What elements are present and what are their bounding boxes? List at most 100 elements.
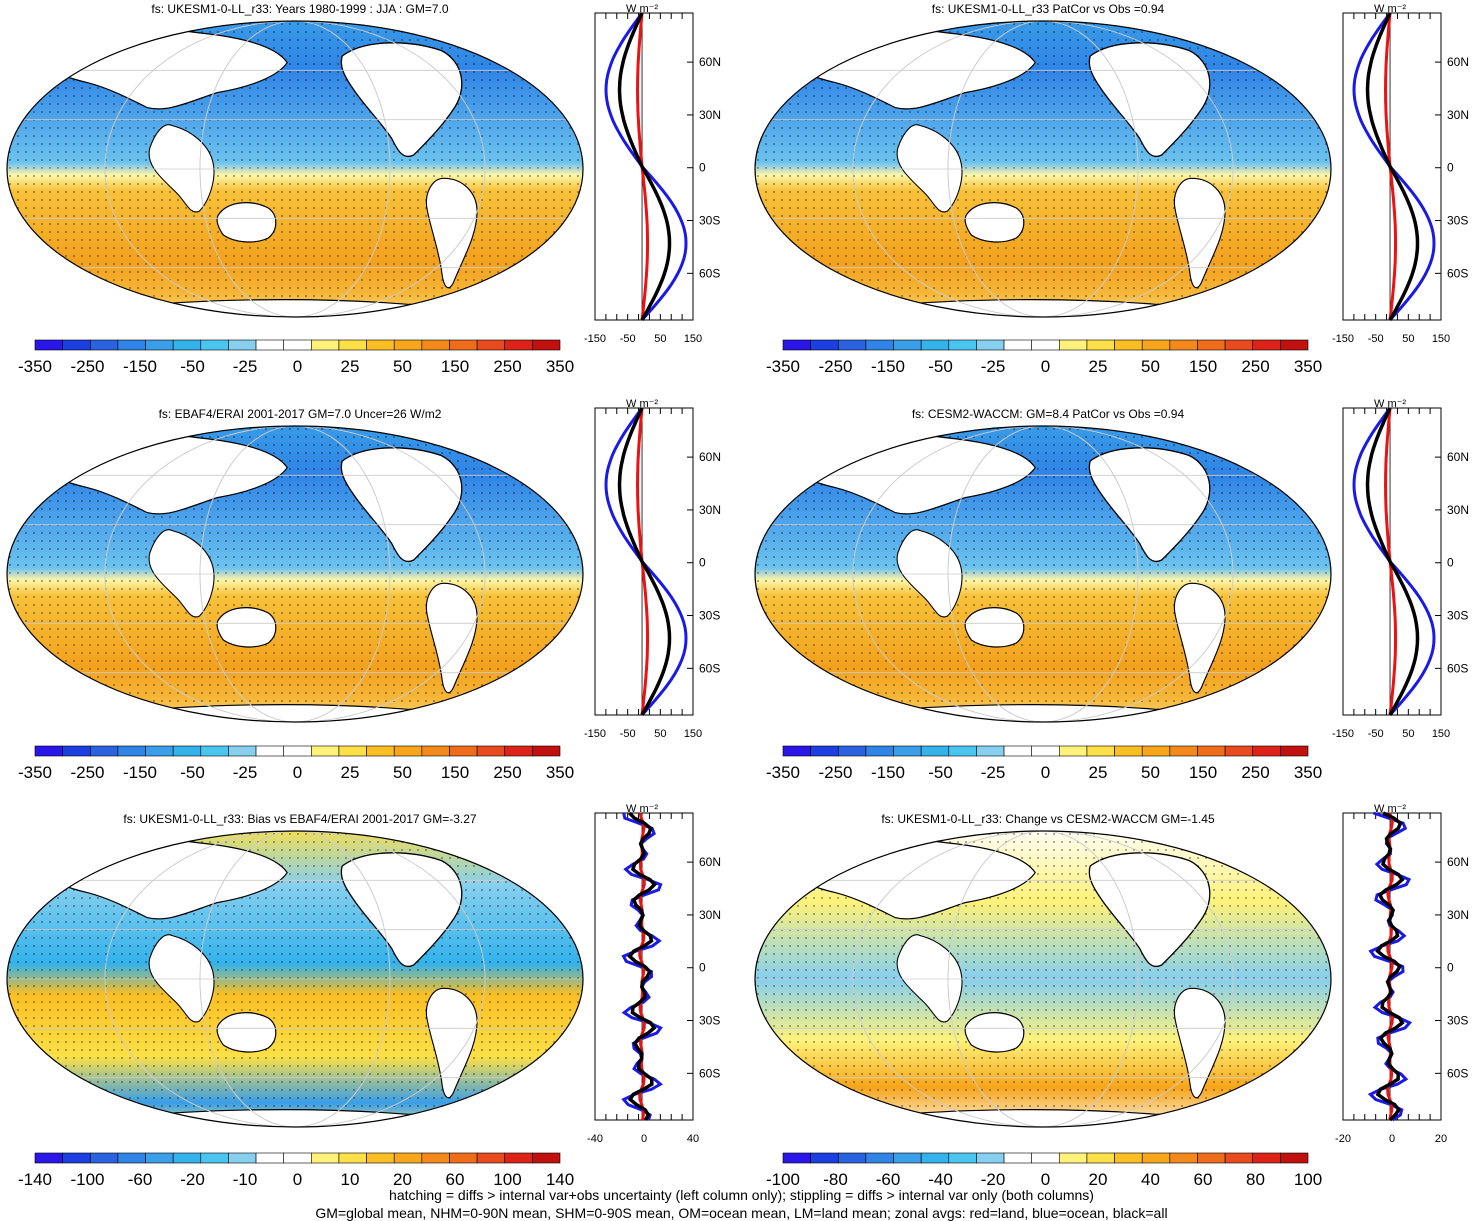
colorbar-swatch [421,1152,450,1164]
colorbar-swatch [200,1152,229,1164]
colorbar-label: 0 [293,357,302,376]
colorbar-label: -25 [233,357,258,376]
colorbar-1: -350 -250 -150 -50 -25 0 25 50 150 250 350 [18,339,574,376]
units-label: W m⁻² [626,3,658,15]
latitude-label: 30N [699,108,721,122]
colorbar-swatch [1280,339,1309,351]
colorbar-label: -60 [876,1170,901,1189]
latitude-label: 30S [699,1014,720,1028]
colorbar-label: -150 [871,763,905,782]
colorbar-label: -20 [981,1170,1006,1189]
colorbar-swatch [228,1152,257,1164]
colorbar-swatch [449,745,478,757]
latitude-label: 30N [1447,108,1469,122]
colorbar-label: 25 [1089,357,1108,376]
colorbar-label: 250 [493,357,521,376]
panel-title-1: fs: UKESM1-0-LL_r33: Years 1980-1999 : J… [151,2,449,16]
colorbar-swatch [338,339,367,351]
colorbar-label: -250 [70,357,104,376]
colorbar-swatch [338,1152,367,1164]
continent-africa [896,529,963,618]
colorbar-swatch [1224,745,1254,757]
colorbar-swatch [89,745,119,757]
map-panel-2 [754,20,1332,318]
colorbar-4: -350 -250 -150 -50 -25 0 25 50 150 250 350 [766,745,1322,782]
colorbar-swatch [1086,339,1115,351]
continent-south-america [425,582,478,694]
units-label: W m⁻² [1374,3,1406,15]
colorbar-swatch [89,1152,119,1164]
colorbar-swatch [532,745,561,757]
colorbar-swatch [1086,1152,1115,1164]
colorbar-swatch [1280,745,1309,757]
colorbar-swatch [1141,745,1171,757]
colorbar-label: 0 [1041,1170,1050,1189]
colorbar-swatch [476,1152,506,1164]
latitude-label: 30S [1447,214,1468,228]
continent-north-america [340,42,463,157]
latitude-label: 0 [1447,161,1454,175]
colorbar-swatch [283,1152,312,1164]
continent-north-america [1088,447,1211,562]
colorbar-swatch [228,745,257,757]
map-panel-5 [6,830,584,1128]
continent-africa [148,934,215,1023]
colorbar-swatch [976,339,1005,351]
map-outline [6,20,584,318]
colorbar-label: 100 [493,1170,521,1189]
latitude-label: 60S [1447,661,1468,675]
all-zonal-line [617,12,672,321]
zonal-tick-label: -150 [1332,333,1354,345]
zonal-tick-label: -50 [1368,728,1384,740]
colorbar-swatch [893,1152,922,1164]
colorbar-swatch [476,745,506,757]
latitude-label: 30S [1447,1014,1468,1028]
zonal-tick-label: 50 [654,728,666,740]
continent-south-america [425,987,478,1099]
continent-antarctica [104,704,487,722]
zonal-tick-label: 20 [1435,1133,1447,1145]
panel-title-6: fs: UKESM1-0-LL_r33: Change vs CESM2-WAC… [881,812,1215,826]
zonal-tick-label: -50 [620,728,636,740]
colorbar-swatch [810,745,839,757]
colorbar-label: 60 [1194,1170,1213,1189]
colorbar-5: -140 -100 -60 -20 -10 0 10 20 60 100 140 [18,1152,574,1189]
colorbar-swatch [1114,1152,1143,1164]
zonal-tick-label: -50 [620,333,636,345]
map-panel-4 [754,425,1332,723]
colorbar-swatch [117,339,146,351]
colorbar-label: -250 [818,357,852,376]
colorbar-swatch [1031,745,1060,757]
zonal-plot-4: W m⁻² 60N 30N 0 30S 60S -150 -50 50 150 [1332,398,1469,740]
colorbar-label: -50 [180,357,205,376]
continent-australia [216,202,277,243]
colorbar-swatch [837,745,867,757]
continent-australia [216,1012,277,1053]
colorbar-swatch [920,745,950,757]
colorbar-label: 40 [1141,1170,1160,1189]
zonal-tick-label: 50 [654,333,666,345]
latitude-label: 60N [1447,450,1469,464]
continent-antarctica [852,299,1235,317]
zonal-tick-label: -150 [1332,728,1354,740]
all-zonal-line [1375,811,1405,1122]
colorbar-label: -250 [818,763,852,782]
colorbar-swatch [1031,339,1060,351]
colorbar-swatch [255,1152,284,1164]
latitude-label: 30N [1447,908,1469,922]
colorbar-swatch [1059,1152,1088,1164]
colorbar-label: 150 [441,763,469,782]
zonal-tick-label: -50 [1368,333,1384,345]
colorbar-swatch [1224,339,1254,351]
colorbar-swatch [1141,1152,1171,1164]
zonal-tick-label: 150 [1432,333,1450,345]
map-outline [6,830,584,1128]
colorbar-swatch [1114,339,1143,351]
units-label: W m⁻² [626,803,658,815]
colorbar-swatch [1252,745,1281,757]
colorbar-label: -350 [766,357,800,376]
map-panel-1 [6,20,584,318]
colorbar-label: -25 [981,763,1006,782]
zonal-tick-label: 0 [1389,1133,1395,1145]
latitude-label: 0 [699,161,706,175]
